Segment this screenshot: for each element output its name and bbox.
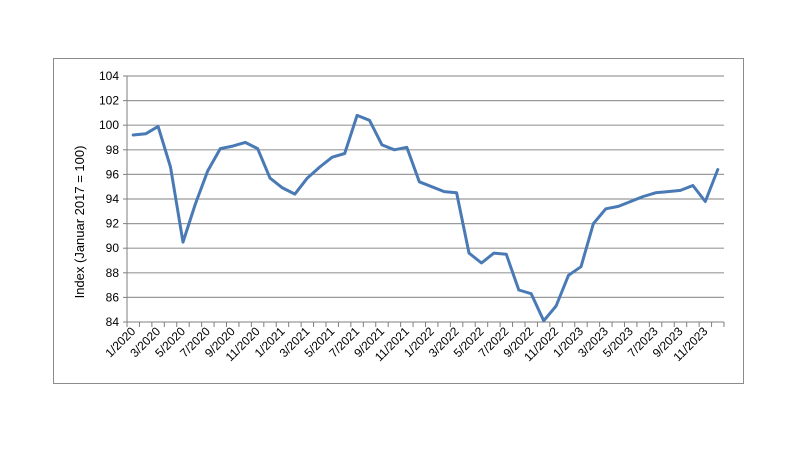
y-tick-labels: 84 86 88 90 92 94 96 98 100 102 104 bbox=[99, 69, 119, 329]
y-tick-label: 102 bbox=[99, 94, 119, 108]
y-tick-label: 104 bbox=[99, 69, 119, 83]
y-tick-label: 84 bbox=[106, 315, 120, 329]
axes bbox=[123, 75, 725, 327]
series-line bbox=[131, 113, 720, 323]
y-tick-label: 96 bbox=[106, 167, 120, 181]
line-chart: 84 86 88 90 92 94 96 98 100 102 104 1/20203/20205/… bbox=[72, 69, 725, 364]
y-tick-label: 92 bbox=[106, 217, 120, 231]
y-tick-label: 100 bbox=[99, 118, 119, 132]
series-layer bbox=[131, 113, 720, 323]
x-tick-labels: 1/20203/20205/20207/20209/202011/20201/2… bbox=[102, 324, 710, 364]
y-tick-label: 98 bbox=[106, 143, 120, 157]
gridlines bbox=[127, 75, 724, 298]
chart-frame: 84 86 88 90 92 94 96 98 100 102 104 1/2020 3/2020 5/… bbox=[53, 58, 744, 384]
y-tick-label: 94 bbox=[106, 192, 120, 206]
y-tick-label: 88 bbox=[106, 266, 120, 280]
y-axis-label: Index (Januar 2017 = 100) bbox=[72, 146, 87, 299]
y-tick-label: 86 bbox=[106, 290, 120, 304]
y-tick-label: 90 bbox=[106, 241, 120, 255]
